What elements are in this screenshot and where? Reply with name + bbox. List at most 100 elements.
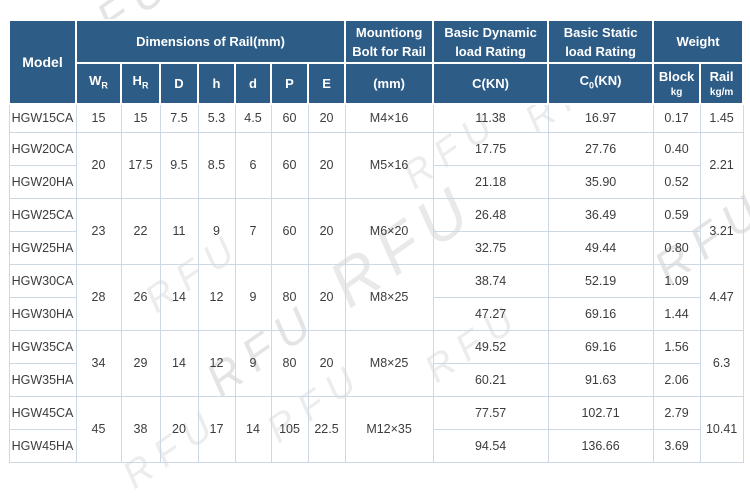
- col-header-P: P: [270, 62, 309, 105]
- col-header-static-load: Basic Static load Rating: [547, 19, 655, 64]
- hr-cell: 17.5: [120, 131, 161, 199]
- rail-weight-cell: 4.47: [699, 263, 744, 331]
- col-header-dynamic-load: Basic Dynamic load Rating: [432, 19, 550, 64]
- hr-label: H: [132, 73, 142, 89]
- E-cell: 20: [307, 197, 346, 265]
- static-line-2: load Rating: [565, 43, 636, 59]
- dynamic-line-2: load Rating: [455, 43, 526, 59]
- col-header-rail: Rail kg/m: [699, 62, 745, 105]
- bolt-cell: M8×25: [344, 263, 434, 331]
- col-header-c: C(KN): [432, 62, 550, 105]
- col-header-mm: (mm): [344, 62, 435, 105]
- c0-cell: 16.97: [547, 103, 654, 133]
- D-cell: 20: [159, 395, 199, 463]
- static-line-1: Basic Static: [563, 24, 638, 40]
- model-cell: HGW15CA: [8, 103, 77, 133]
- block-weight-cell: 2.79: [652, 395, 701, 430]
- table-row: HGW20HA 21.18 35.90 0.52: [8, 164, 743, 199]
- model-cell: HGW25CA: [8, 197, 77, 232]
- block-weight-cell: 1.44: [652, 296, 701, 331]
- c0-cell: 49.44: [547, 230, 654, 265]
- bolt-cell: M6×20: [344, 197, 434, 265]
- P-cell: 105: [270, 395, 309, 463]
- bolt-cell: M8×25: [344, 329, 434, 397]
- table-row: HGW45CA 45 38 20 17 14 105 22.5 M12×35 7…: [8, 395, 744, 463]
- model-cell: HGW45CA: [8, 395, 77, 430]
- c0-unit-label: (KN): [594, 73, 622, 89]
- rail-spec-table: Model Dimensions of Rail(mm) Mountiong Bo…: [8, 19, 745, 463]
- c-cell: 77.57: [432, 395, 549, 430]
- rail-weight-cell: 3.21: [699, 197, 744, 265]
- block-weight-cell: 0.59: [652, 197, 701, 232]
- col-header-D: D: [159, 62, 199, 105]
- col-header-d: d: [234, 62, 272, 105]
- col-header-mounting-bolt: Mountiong Bolt for Rail: [344, 19, 435, 64]
- table-row: HGW30HA 47.27 69.16 1.44: [8, 296, 743, 331]
- wr-label: W: [89, 73, 102, 89]
- block-label: Block: [658, 69, 695, 84]
- d-cell: 14: [234, 395, 272, 463]
- c0-label: C: [579, 73, 590, 89]
- hr-cell: 26: [120, 263, 161, 331]
- header-row-1: Model Dimensions of Rail(mm) Mountiong Bo…: [8, 19, 745, 105]
- col-header-weight: Weight: [652, 19, 745, 64]
- block-weight-cell: 0.52: [652, 164, 701, 199]
- table-row: HGW25CA 23 22 11 9 7 60 20 M6×20 26.48 3…: [8, 197, 744, 265]
- D-cell: 9.5: [159, 131, 199, 199]
- model-cell: HGW25HA: [8, 230, 77, 265]
- model-cell: HGW45HA: [8, 428, 77, 463]
- table-row: HGW30CA 28 26 14 12 9 80 20 M8×25 38.74 …: [8, 263, 744, 331]
- model-cell: HGW35CA: [8, 329, 77, 364]
- D-cell: 7.5: [159, 103, 199, 133]
- block-unit: kg: [670, 87, 683, 98]
- block-weight-cell: 1.56: [652, 329, 701, 364]
- D-cell: 14: [159, 263, 199, 331]
- col-header-c0: C0(KN): [547, 62, 655, 105]
- E-cell: 20: [307, 263, 346, 331]
- col-header-wr: WR: [75, 62, 122, 105]
- c-cell: 60.21: [432, 362, 549, 397]
- table-row: HGW15CA 15 15 7.5 5.3 4.5 60 20 M4×16 11…: [8, 103, 744, 133]
- wr-cell: 23: [75, 197, 122, 265]
- P-cell: 60: [270, 197, 309, 265]
- block-weight-cell: 2.06: [652, 362, 701, 397]
- model-cell: HGW30CA: [8, 263, 77, 298]
- wr-cell: 34: [75, 329, 122, 397]
- block-weight-cell: 1.09: [652, 263, 701, 298]
- c-cell: 49.52: [432, 329, 549, 364]
- P-cell: 60: [270, 131, 309, 199]
- h-cell: 5.3: [197, 103, 236, 133]
- c0-cell: 36.49: [547, 197, 654, 232]
- d-cell: 4.5: [234, 103, 272, 133]
- c-cell: 47.27: [432, 296, 549, 331]
- c-cell: 94.54: [432, 428, 549, 463]
- c-cell: 26.48: [432, 197, 549, 232]
- block-weight-cell: 0.80: [652, 230, 701, 265]
- d-cell: 6: [234, 131, 272, 199]
- wr-cell: 45: [75, 395, 122, 463]
- hr-cell: 38: [120, 395, 161, 463]
- model-cell: HGW30HA: [8, 296, 77, 331]
- P-cell: 60: [270, 103, 309, 133]
- dynamic-line-1: Basic Dynamic: [444, 24, 537, 40]
- col-header-h: h: [197, 62, 236, 105]
- hr-cell: 22: [120, 197, 161, 265]
- c0-cell: 69.16: [547, 296, 654, 331]
- col-header-dimensions: Dimensions of Rail(mm): [74, 19, 347, 64]
- P-cell: 80: [270, 263, 309, 331]
- c0-cell: 102.71: [547, 395, 654, 430]
- c-cell: 11.38: [432, 103, 549, 133]
- table-row: HGW35CA 34 29 14 12 9 80 20 M8×25 49.52 …: [8, 329, 744, 397]
- mounting-line-1: Mountiong: [355, 24, 423, 40]
- c0-cell: 35.90: [547, 164, 654, 199]
- d-cell: 9: [234, 329, 272, 397]
- bolt-cell: M12×35: [344, 395, 434, 463]
- E-cell: 20: [307, 329, 346, 397]
- wr-cell: 28: [75, 263, 122, 331]
- h-cell: 12: [197, 329, 236, 397]
- c0-cell: 52.19: [547, 263, 654, 298]
- E-cell: 20: [307, 103, 346, 133]
- h-cell: 9: [197, 197, 236, 265]
- c-cell: 17.75: [432, 131, 549, 166]
- model-cell: HGW35HA: [8, 362, 77, 397]
